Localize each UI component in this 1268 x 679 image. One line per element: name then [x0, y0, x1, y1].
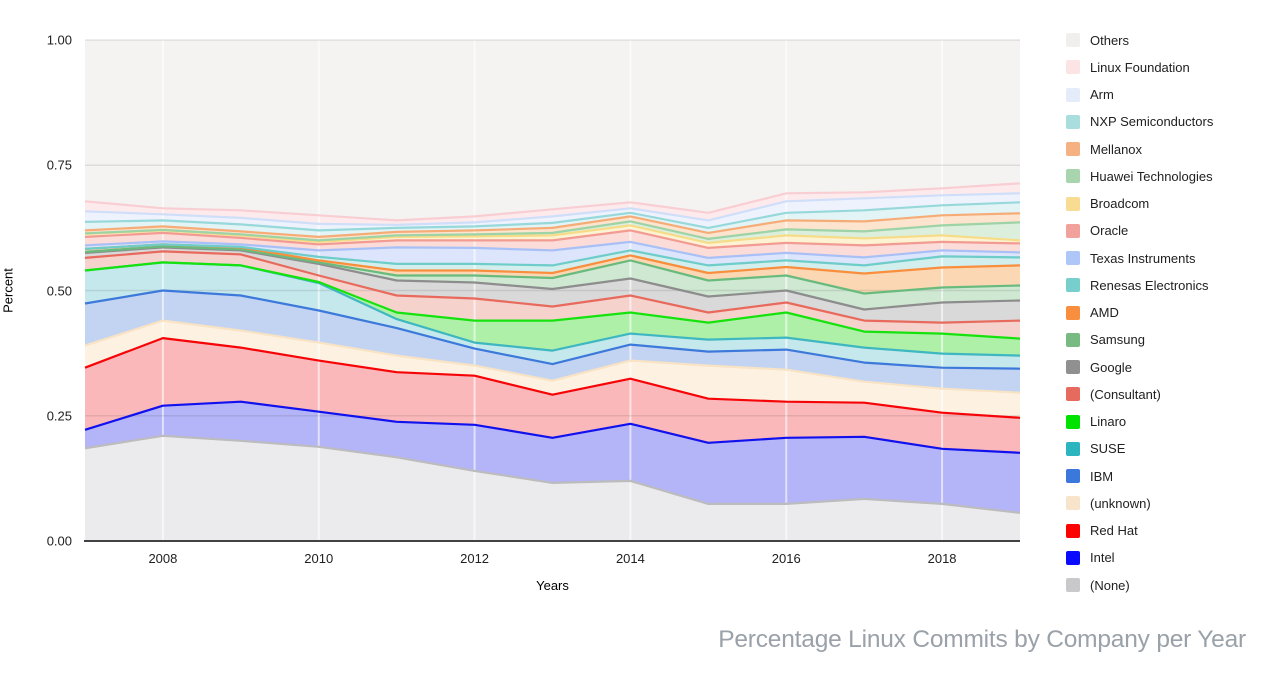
legend-label: Huawei Technologies: [1090, 168, 1213, 184]
legend-swatch: [1066, 332, 1080, 347]
legend-label: Google: [1090, 359, 1132, 375]
legend-item-arm[interactable]: Arm: [1066, 85, 1114, 105]
legend-item-samsung[interactable]: Samsung: [1066, 330, 1145, 350]
legend-item--unknown-[interactable]: (unknown): [1066, 493, 1151, 513]
legend-swatch: [1066, 578, 1080, 592]
area-huawei-technologies[interactable]: [85, 221, 1020, 243]
legend-label: Arm: [1090, 87, 1114, 102]
series-line-linux-foundation[interactable]: [84, 182, 1021, 222]
legend-swatch: [1066, 441, 1080, 456]
x-tick-label: 2016: [771, 551, 801, 566]
series-line-nxp-semiconductors[interactable]: [84, 201, 1021, 232]
legend-label: Texas Instruments: [1090, 250, 1196, 266]
legend-swatch: [1066, 87, 1080, 102]
legend-label: Red Hat: [1090, 523, 1138, 538]
legend-swatch: [1066, 169, 1080, 184]
legend-label: Linux Foundation: [1090, 59, 1190, 75]
legend-item--consultant-[interactable]: (Consultant): [1066, 384, 1161, 404]
legend-label: (Consultant): [1090, 386, 1161, 402]
legend-item-linaro[interactable]: Linaro: [1066, 412, 1126, 432]
legend-item-oracle[interactable]: Oracle: [1066, 221, 1128, 241]
series-line-red-hat[interactable]: [84, 337, 1021, 419]
legend-swatch: [1066, 305, 1080, 320]
legend-label: Oracle: [1090, 223, 1129, 239]
legend-item-linux-foundation[interactable]: Linux Foundation: [1066, 57, 1190, 77]
legend-swatch: [1066, 142, 1080, 156]
legend-item-ibm[interactable]: IBM: [1066, 466, 1113, 486]
legend-item-texas-instruments[interactable]: Texas Instruments: [1066, 248, 1196, 268]
legend-label: NXP Semiconductors: [1090, 114, 1214, 130]
series-line-samsung[interactable]: [84, 245, 1021, 295]
legend-swatch: [1066, 387, 1080, 402]
legend-swatch: [1066, 414, 1080, 429]
legend-swatch: [1066, 496, 1080, 511]
series-line--unknown-[interactable]: [84, 319, 1021, 394]
legend-swatch: [1066, 523, 1080, 538]
legend-swatch: [1066, 60, 1080, 75]
legend-item-broadcom[interactable]: Broadcom: [1066, 194, 1149, 214]
series-line-oracle[interactable]: [84, 229, 1021, 249]
series-line-renesas-electronics[interactable]: [84, 243, 1021, 267]
x-tick-label: 2012: [460, 551, 490, 566]
area-nxp-semiconductors[interactable]: [85, 202, 1020, 237]
legend-label: Samsung: [1090, 332, 1145, 348]
y-tick-label: 0.25: [46, 408, 72, 424]
series-line-texas-instruments[interactable]: [84, 240, 1021, 259]
legend-item-mellanox[interactable]: Mellanox: [1066, 139, 1142, 159]
series-line--none-[interactable]: [84, 434, 1021, 514]
legend-label: Mellanox: [1090, 141, 1143, 157]
legend-item-suse[interactable]: SUSE: [1066, 439, 1125, 459]
y-tick-label: 1.00: [46, 32, 72, 48]
legend-item-others[interactable]: Others: [1066, 30, 1129, 50]
legend-swatch: [1066, 278, 1080, 293]
legend-swatch: [1066, 223, 1080, 238]
series-line-arm[interactable]: [84, 192, 1021, 226]
y-tick-label: 0.00: [46, 533, 72, 549]
legend-item-nxp-semiconductors[interactable]: NXP Semiconductors: [1066, 112, 1213, 132]
legend-label: SUSE: [1090, 441, 1126, 457]
x-tick-label: 2010: [304, 551, 334, 566]
chart-title: Percentage Linux Commits by Company per …: [718, 626, 1246, 653]
legend-label: Linaro: [1090, 414, 1127, 429]
legend-swatch: [1066, 114, 1080, 129]
legend-item-google[interactable]: Google: [1066, 357, 1132, 377]
legend-label: (unknown): [1090, 495, 1151, 511]
series-line-mellanox[interactable]: [84, 212, 1021, 238]
legend-swatch: [1066, 33, 1080, 47]
series-line--consultant-[interactable]: [84, 250, 1021, 324]
x-tick-label: 2008: [148, 551, 178, 566]
series-line-huawei-technologies[interactable]: [84, 220, 1021, 242]
area--consultant-[interactable]: [85, 251, 1020, 339]
legend-swatch: [1066, 196, 1080, 211]
legend-item--none-[interactable]: (None): [1066, 575, 1130, 595]
legend-label: Renesas Electronics: [1090, 277, 1209, 293]
series-line-linaro[interactable]: [84, 261, 1021, 340]
y-tick-label: 0.50: [46, 283, 72, 298]
x-axis-title: Years: [536, 578, 569, 593]
legend-swatch: [1066, 550, 1080, 565]
legend-label: (None): [1090, 577, 1130, 593]
series-line-intel[interactable]: [84, 400, 1021, 454]
legend-label: Others: [1090, 32, 1130, 48]
legend-swatch: [1066, 360, 1080, 374]
x-tick-label: 2018: [927, 551, 957, 566]
legend-label: AMD: [1090, 305, 1119, 320]
legend-item-amd[interactable]: AMD: [1066, 303, 1119, 323]
legend-item-renesas-electronics[interactable]: Renesas Electronics: [1066, 275, 1209, 295]
legend-item-intel[interactable]: Intel: [1066, 548, 1115, 568]
legend-label: IBM: [1090, 468, 1114, 484]
series-line-ibm[interactable]: [84, 289, 1021, 370]
area-mellanox[interactable]: [85, 213, 1020, 241]
legend-item-red-hat[interactable]: Red Hat: [1066, 521, 1138, 541]
legend-label: Intel: [1090, 550, 1115, 566]
x-tick-label: 2014: [615, 551, 645, 566]
legend-swatch: [1066, 251, 1080, 265]
legend-swatch: [1066, 469, 1080, 483]
legend-item-huawei-technologies[interactable]: Huawei Technologies: [1066, 166, 1213, 186]
legend-label: Broadcom: [1090, 196, 1150, 211]
y-tick-label: 0.75: [46, 157, 72, 173]
